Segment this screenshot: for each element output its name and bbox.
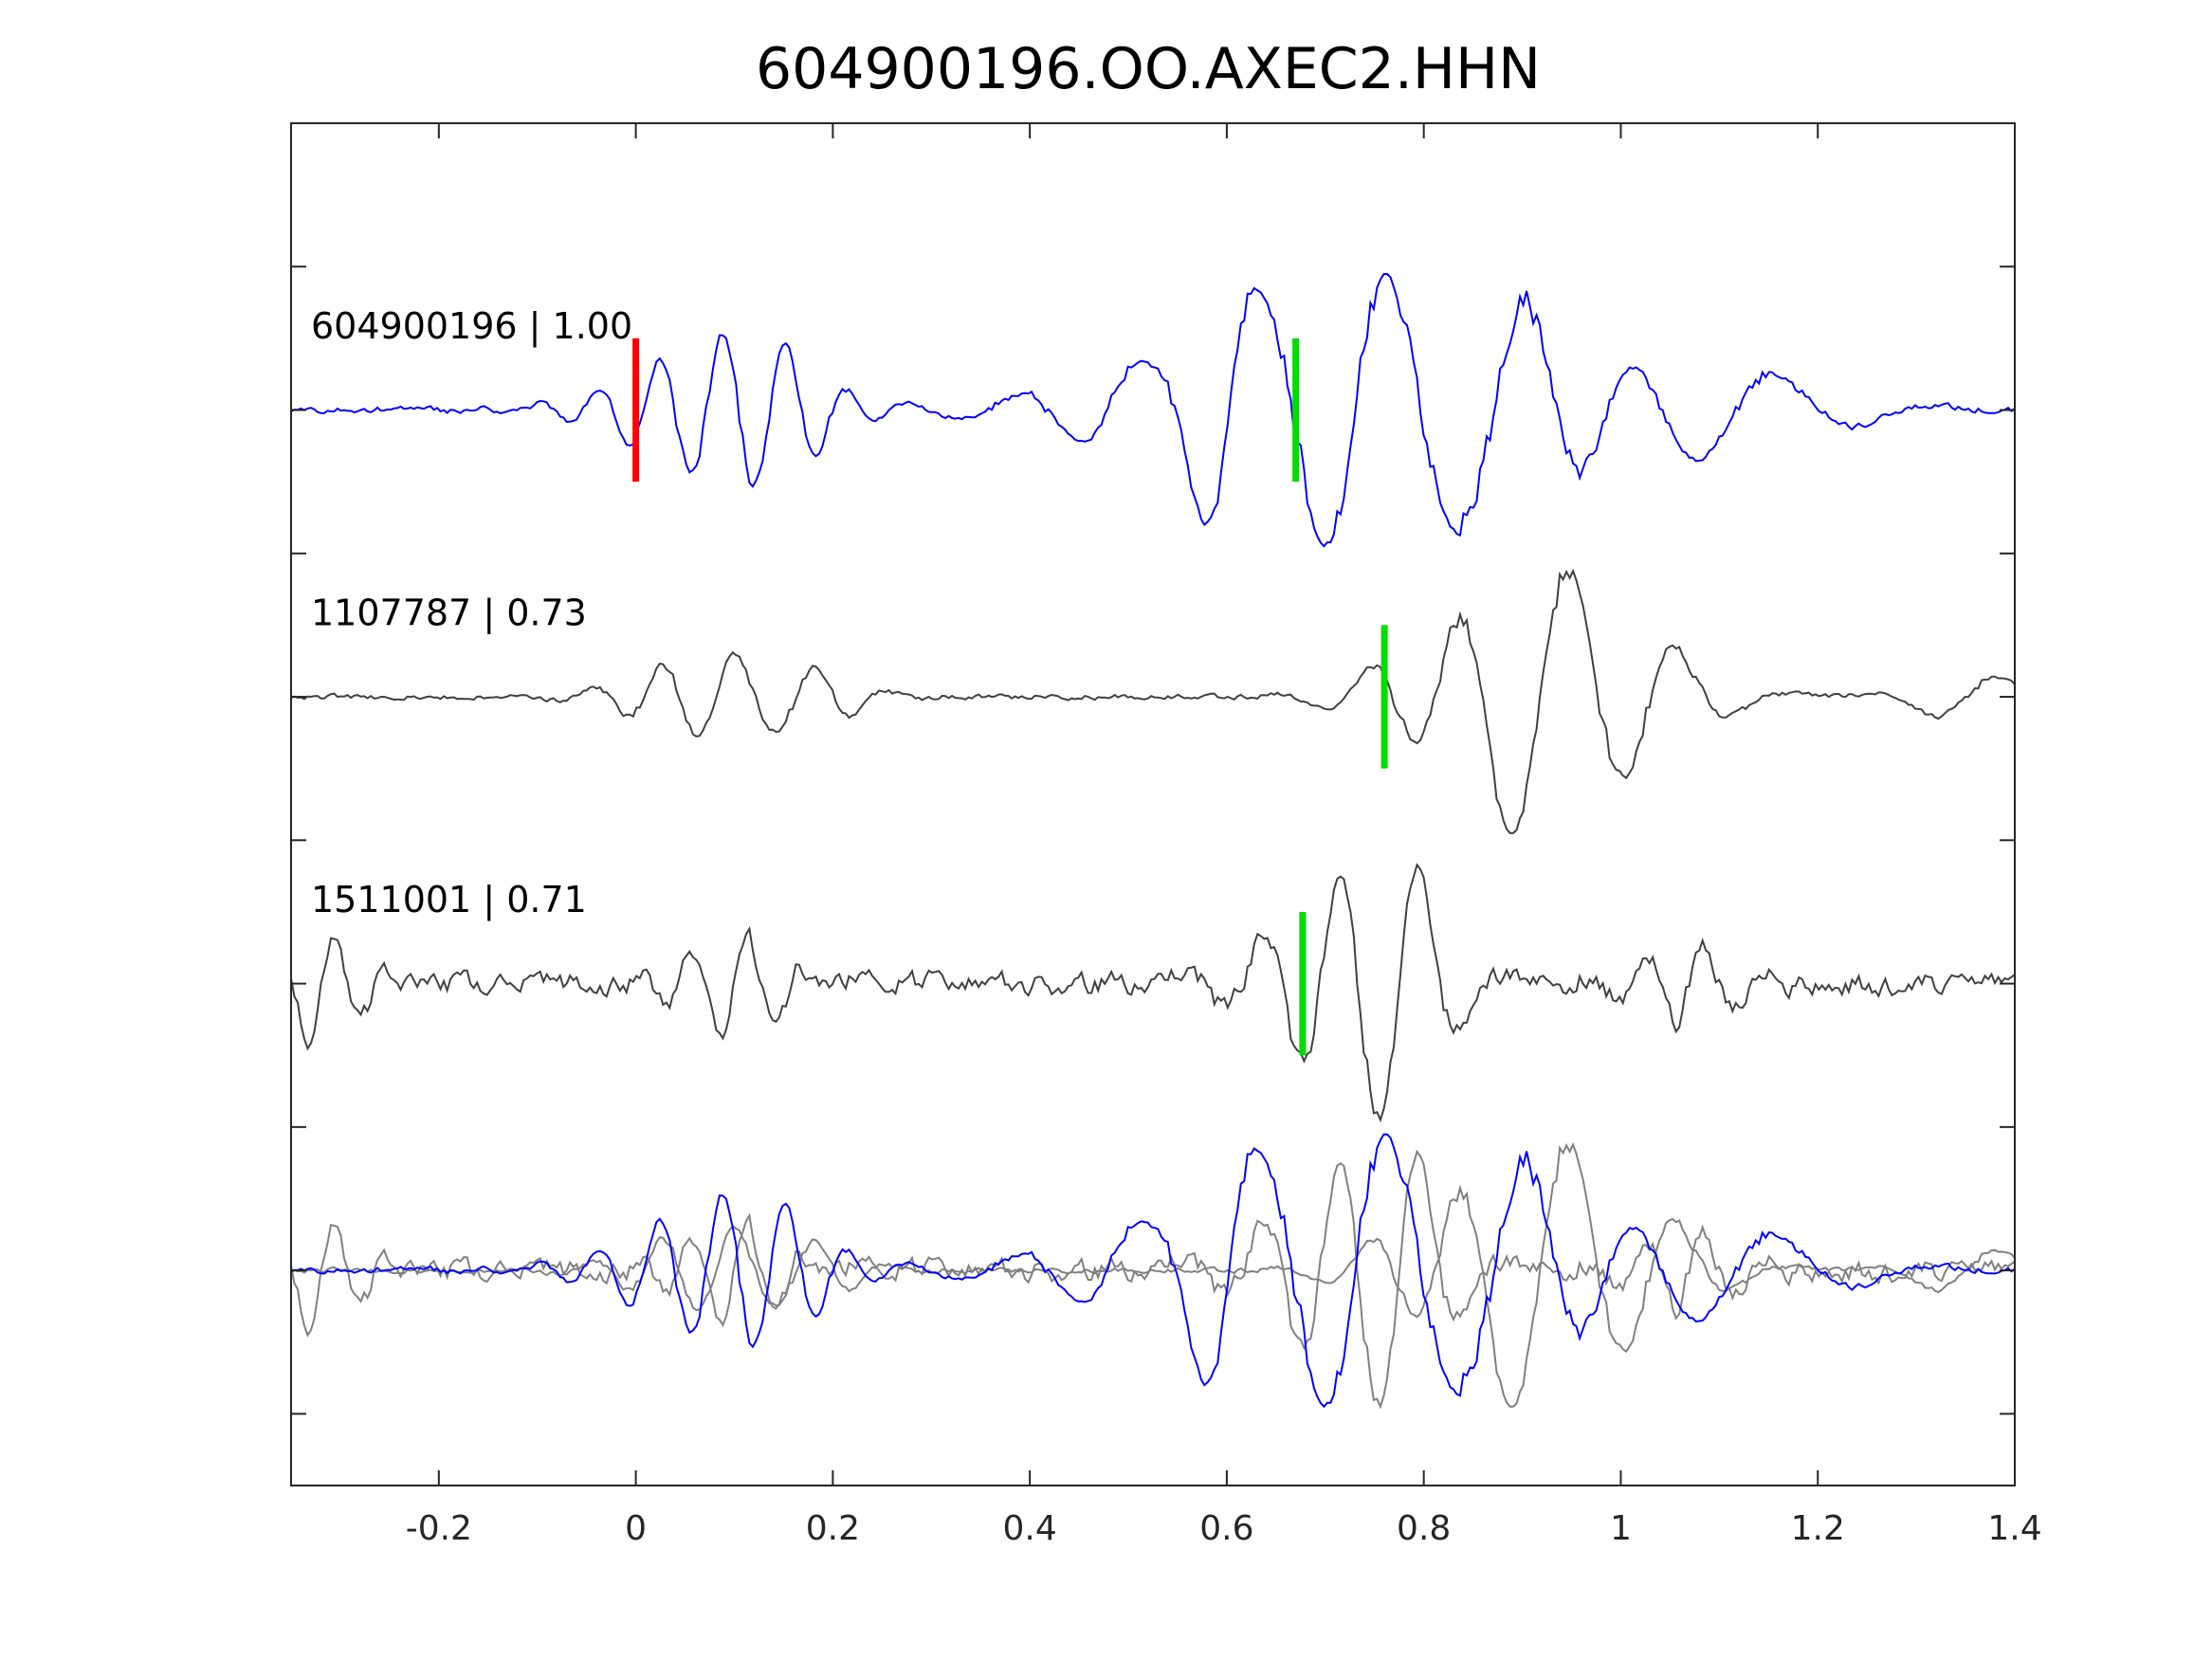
x-tick-label: 0 (625, 1509, 647, 1548)
picks-layer (632, 337, 1388, 1056)
x-tick-label: 0.8 (1397, 1509, 1451, 1548)
overlay-trace-1-line (291, 1133, 2015, 1409)
overlay-trace-3-line (291, 1149, 2015, 1410)
trace-1-label: 604900196 | 1.00 (311, 305, 632, 348)
axes-layer: -0.2 0 0.2 0.4 0.6 0.8 1 1.2 1.4 (290, 122, 2042, 1548)
trace-2-label: 1107787 | 0.73 (311, 592, 587, 634)
trace-3-label: 1511001 | 0.71 (311, 879, 587, 921)
x-tick-label: 0.4 (1003, 1509, 1057, 1548)
traces-layer (291, 272, 2015, 1410)
trace-3-line (291, 863, 2015, 1123)
x-tick-label: 1.2 (1791, 1509, 1845, 1548)
x-tick-label: 0.6 (1199, 1509, 1253, 1548)
overlay-trace-2-line (291, 1141, 2015, 1408)
x-tick-label: 1.4 (1987, 1509, 2041, 1548)
x-tick-label: 1 (1610, 1509, 1632, 1548)
chart-title: 604900196.OO.AXEC2.HHN (756, 36, 1541, 102)
axes-box (290, 122, 2016, 1486)
trace-2-line (291, 568, 2015, 834)
x-tick-label: -0.2 (406, 1509, 472, 1548)
x-tick-label: 0.2 (806, 1509, 860, 1548)
trace-1-line (291, 272, 2015, 548)
trace-labels-layer: 604900196 | 1.00 1107787 | 0.73 1511001 | … (311, 305, 632, 921)
